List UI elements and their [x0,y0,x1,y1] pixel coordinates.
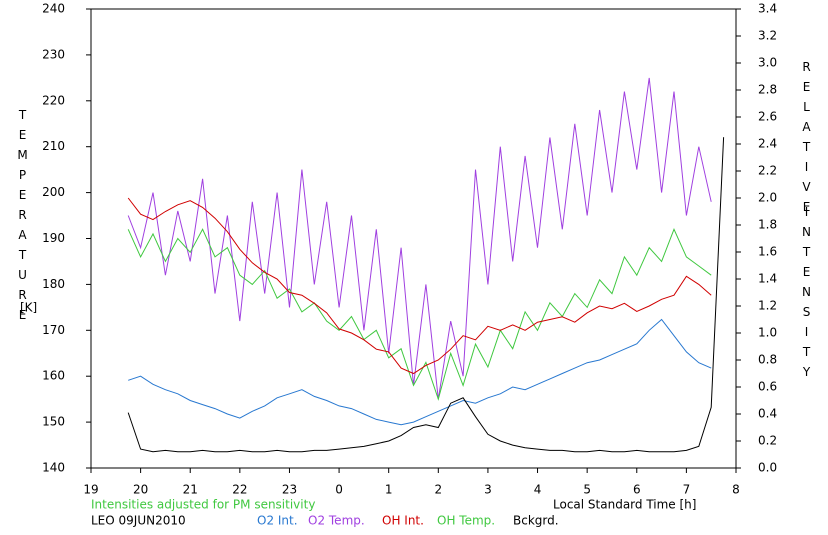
series-line [128,318,712,426]
series-line [127,77,712,400]
x-tick-label: 19 [83,483,98,497]
legend-entry: O2 Int. [257,514,298,528]
y2-tick-label: 2.8 [758,83,777,97]
y-axis-label: TEMPERATURE [16,108,30,328]
series-line [127,137,725,453]
y-tick-label: 220 [42,93,65,107]
y2-tick-label: 1.2 [758,299,777,313]
station-label: LEO 09JUN2010 [91,514,186,528]
x-tick-label: 1 [385,483,393,497]
y2-axis-label: INTENSITY [800,205,814,385]
x-axis-label: Local Standard Time [h] [553,498,696,512]
y-tick-label: 150 [42,415,65,429]
y2-axis-label: RELATIVE [800,60,814,220]
y2-tick-label: 2.4 [758,137,777,151]
y2-tick-label: 1.0 [758,326,777,340]
y2-tick-label: 0.0 [758,461,777,475]
x-tick-label: 8 [732,483,740,497]
note: Intensities adjusted for PM sensitivity [91,498,315,512]
plot-frame [90,8,737,469]
x-tick-label: 3 [484,483,492,497]
legend-entry: OH Int. [382,514,424,528]
x-tick-label: 5 [583,483,591,497]
x-tick-label: 2 [434,483,442,497]
x-tick-label: 21 [183,483,198,497]
y2-tick-label: 0.8 [758,353,777,367]
y2-tick-label: 0.4 [758,407,777,421]
y-tick-label: 200 [42,185,65,199]
y2-tick-label: 1.4 [758,272,777,286]
x-tick-label: 4 [534,483,542,497]
y-tick-label: 240 [42,2,65,16]
legend-entry: O2 Temp. [308,514,365,528]
x-tick-label: 7 [683,483,691,497]
y2-tick-label: 2.0 [758,191,777,205]
y2-tick-label: 3.2 [758,29,777,43]
x-tick-label: 23 [282,483,297,497]
x-tick-label: 6 [633,483,641,497]
legend-entry: OH Temp. [437,514,495,528]
y2-tick-label: 3.4 [758,2,777,16]
y-tick-label: 180 [42,277,65,291]
y-tick-label: 210 [42,139,65,153]
y2-tick-label: 0.2 [758,434,777,448]
legend-entry: Bckgrd. [513,514,559,528]
y2-tick-label: 2.2 [758,164,777,178]
x-tick-label: 0 [335,483,343,497]
y-tick-label: 140 [42,461,65,475]
y2-tick-label: 1.6 [758,245,777,259]
series-line [127,228,712,401]
y2-tick-label: 2.6 [758,110,777,124]
y-tick-label: 160 [42,369,65,383]
x-tick-label: 20 [133,483,148,497]
y-axis-unit: [K] [20,301,37,315]
y2-tick-label: 1.8 [758,218,777,232]
y-tick-label: 190 [42,231,65,245]
x-tick-label: 22 [232,483,247,497]
y-tick-label: 170 [42,323,65,337]
series-line [127,197,712,375]
y-tick-label: 230 [42,47,65,61]
y2-tick-label: 3.0 [758,56,777,70]
y2-tick-label: 0.6 [758,380,777,394]
